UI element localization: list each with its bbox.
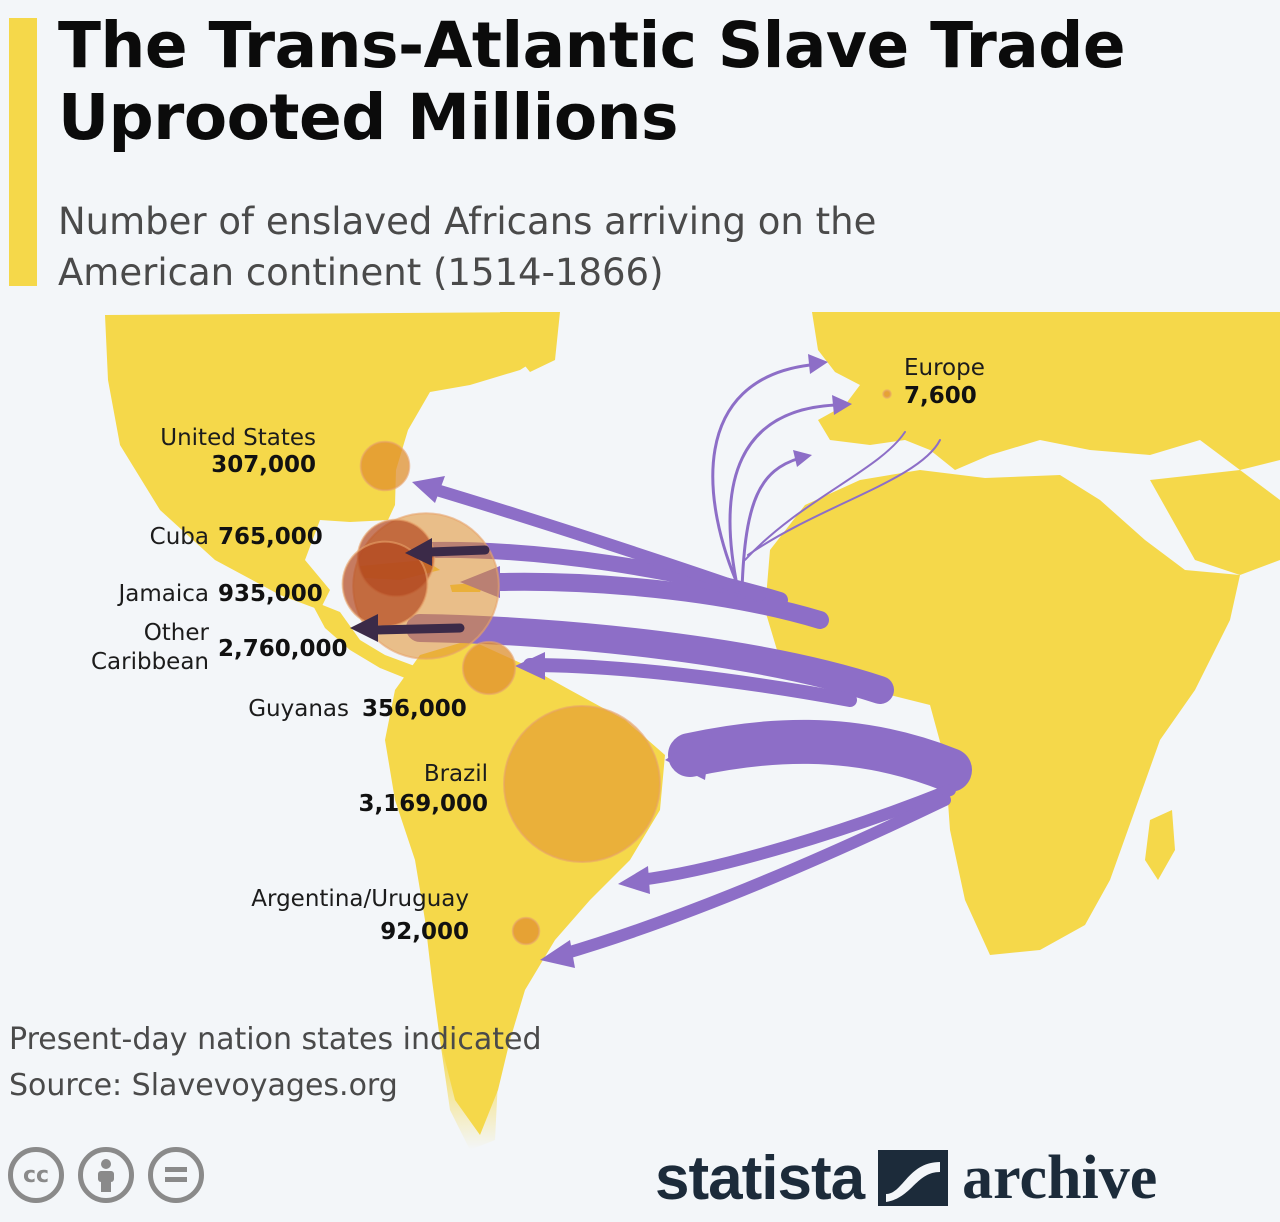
- bubble-united-states: [359, 440, 411, 492]
- label-jamaica: Jamaica: [116, 581, 209, 607]
- europe-landmass: [812, 312, 1280, 470]
- arrowhead-bahia: [618, 866, 650, 894]
- value-europe: 7,600: [904, 383, 977, 409]
- flow-to-jamaica: [491, 572, 829, 629]
- label-europe: Europe: [904, 355, 985, 381]
- page-subtitle: Number of enslaved Africans arriving on …: [58, 200, 877, 294]
- statista-logo-icon: [878, 1150, 949, 1206]
- cc-icon[interactable]: cc: [8, 1147, 64, 1203]
- south-america-tip: [440, 1040, 500, 1150]
- flow-to-europe-5: [747, 439, 941, 556]
- flow-to-europe-2: [728, 403, 837, 592]
- value-argentina-uruguay: 92,000: [380, 919, 469, 945]
- brand-word-statista: statista: [655, 1143, 865, 1213]
- arrowhead-argentina: [540, 940, 575, 968]
- flow-to-bahia: [634, 784, 956, 886]
- value-cuba: 765,000: [218, 524, 323, 550]
- flow-to-europe-4: [744, 431, 906, 561]
- license-icons: cc: [8, 1147, 204, 1203]
- arrowhead-brazil: [665, 730, 712, 780]
- arrowhead-guyanas: [515, 652, 545, 680]
- dark-arrowhead-other-caribbean: [350, 614, 378, 642]
- label-other-caribbean-line2: Caribbean: [91, 649, 209, 675]
- flow-to-guyanas: [523, 658, 857, 707]
- no-derivatives-icon[interactable]: [148, 1147, 204, 1203]
- bubble-brazil: [503, 705, 661, 863]
- dark-arrowheads: [350, 538, 432, 642]
- africa-landmass: [765, 470, 1240, 955]
- label-cuba: Cuba: [150, 524, 209, 550]
- page-title: The Trans-Atlantic Slave Trade Uprooted …: [58, 9, 1126, 154]
- equals-icon: [165, 1167, 187, 1182]
- label-brazil: Brazil: [424, 761, 488, 787]
- dark-flow-other-caribbean: [370, 623, 465, 635]
- dark-arrows: [370, 545, 490, 635]
- value-guyanas: 356,000: [362, 696, 467, 722]
- flow-to-argentina: [554, 794, 951, 961]
- dark-flow-cuba: [425, 545, 490, 557]
- flow-arrows: [406, 363, 972, 961]
- arrowhead-europe-2: [832, 395, 852, 415]
- label-argentina-uruguay: Argentina/Uruguay: [251, 886, 469, 912]
- flow-map: United States 307,000 Cuba 765,000 Jamai…: [91, 312, 1280, 1150]
- statista-archive-brand[interactable]: statista archive: [655, 1140, 1255, 1216]
- flow-to-europe-3: [740, 456, 802, 592]
- label-other-caribbean-line1: Other: [144, 620, 210, 646]
- attribution-icon[interactable]: [78, 1147, 134, 1203]
- central-america-landmass: [310, 600, 420, 680]
- flow-to-united-states: [424, 482, 766, 601]
- arrowhead-europe-3: [793, 450, 812, 467]
- north-america-landmass: [105, 312, 552, 610]
- value-jamaica: 935,000: [218, 581, 323, 607]
- flow-to-europe-1: [711, 363, 812, 592]
- footnote-source: Source: Slavevoyages.org: [9, 1068, 398, 1103]
- person-icon: [98, 1159, 114, 1192]
- flow-to-brazil: [668, 719, 972, 792]
- bubble-guyanas: [461, 640, 517, 696]
- dark-arrowhead-cuba: [405, 538, 432, 566]
- arrowhead-europe-1: [808, 354, 828, 374]
- footnote-nation-states: Present-day nation states indicated: [9, 1022, 542, 1057]
- arabia-landmass: [1150, 470, 1280, 575]
- madagascar-landmass: [1145, 810, 1175, 880]
- bubble-argentina-uruguay: [511, 916, 541, 946]
- value-brazil: 3,169,000: [359, 791, 489, 817]
- label-guyanas: Guyanas: [248, 696, 349, 722]
- bubble-europe: [882, 389, 892, 399]
- arrowhead-united-states: [412, 476, 445, 503]
- value-other-caribbean: 2,760,000: [218, 636, 348, 662]
- label-united-states: United States: [160, 425, 316, 451]
- destination-bubbles: [341, 389, 892, 946]
- title-accent-bar: [9, 18, 37, 286]
- brand-word-archive: archive: [962, 1143, 1158, 1212]
- value-united-states: 307,000: [211, 452, 316, 478]
- greenland-landmass: [500, 312, 560, 372]
